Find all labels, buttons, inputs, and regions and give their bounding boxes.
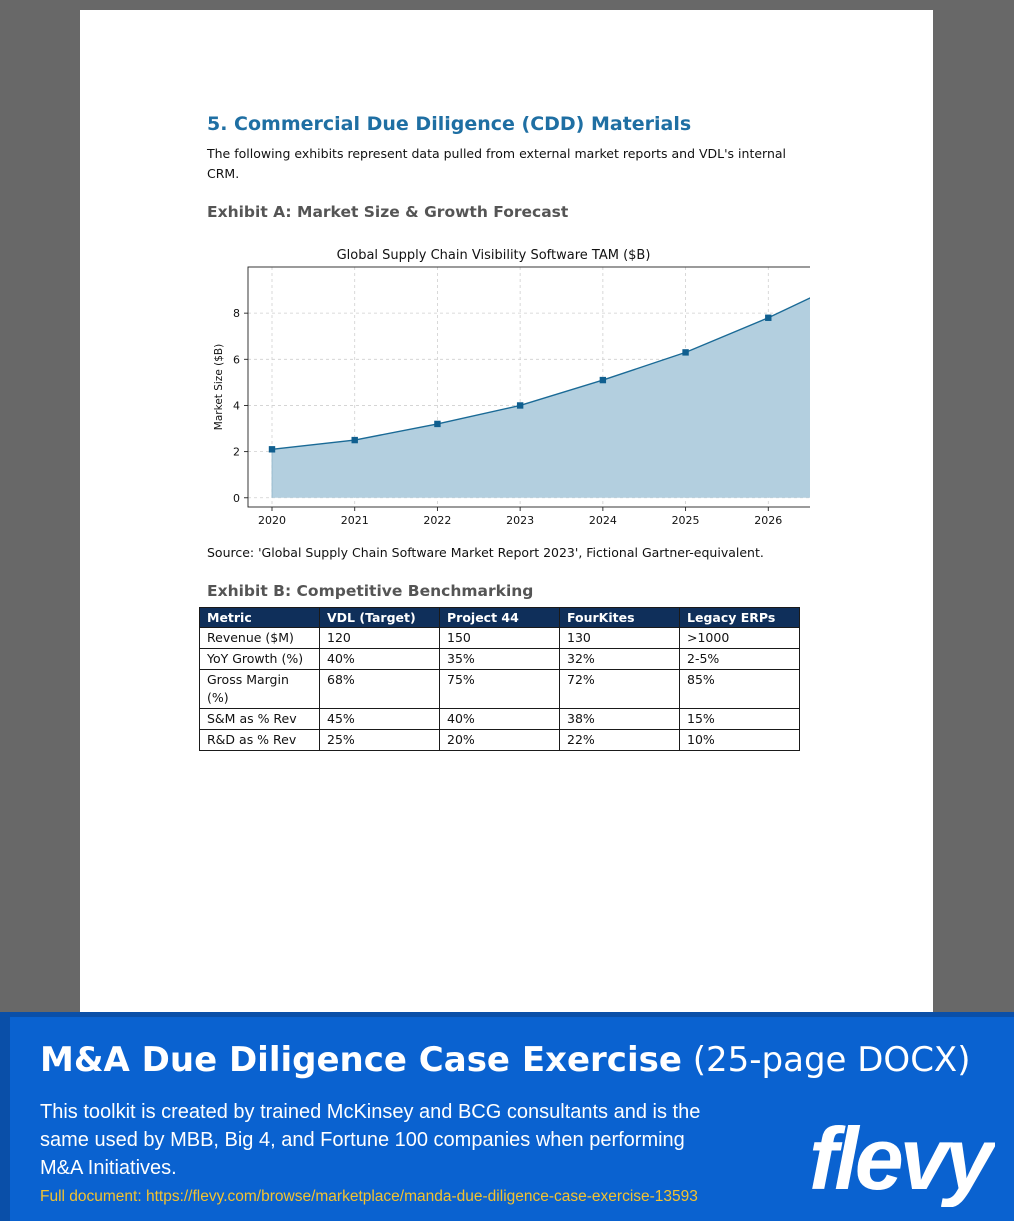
x-tick-label: 2021 — [341, 514, 369, 527]
banner-top-edge — [0, 1012, 1014, 1017]
x-tick-label: 2024 — [589, 514, 617, 527]
data-point — [682, 349, 689, 356]
data-point — [599, 376, 607, 384]
banner-title: M&A Due Diligence Case Exercise (25-page… — [40, 1040, 971, 1080]
exhibit-a-title: Exhibit A: Market Size & Growth Forecast — [207, 203, 569, 221]
flevy-logo-text: flevy — [809, 1109, 995, 1207]
table-cell: 35% — [439, 648, 560, 670]
chart-svg: Global Supply Chain Visibility Software … — [213, 248, 876, 527]
column-header: Legacy ERPs — [679, 607, 800, 628]
table-cell: Gross Margin (%) — [199, 669, 320, 709]
table-cell: >1000 — [679, 627, 800, 649]
flevy-logo[interactable]: flevy — [805, 1107, 995, 1207]
table-cell: 68% — [319, 669, 440, 709]
table-cell: Revenue ($M) — [199, 627, 320, 649]
market-size-chart: Global Supply Chain Visibility Software … — [210, 233, 876, 533]
table-cell: 85% — [679, 669, 800, 709]
data-point — [351, 436, 358, 444]
exhibit-b-title: Exhibit B: Competitive Benchmarking — [207, 582, 534, 600]
table-row: YoY Growth (%) 40% 35% 32% 2-5% — [199, 648, 800, 670]
table-header-row: Metric VDL (Target) Project 44 FourKites… — [199, 607, 800, 628]
banner-title-main: M&A Due Diligence Case Exercise — [40, 1040, 682, 1080]
y-tick-label: 8 — [233, 307, 240, 320]
benchmark-table: Metric VDL (Target) Project 44 FourKites… — [199, 607, 800, 751]
banner-left-edge — [0, 1012, 10, 1221]
table-row: R&D as % Rev 25% 20% 22% 10% — [199, 729, 800, 751]
promo-banner: M&A Due Diligence Case Exercise (25-page… — [0, 1012, 1014, 1221]
x-tick-label: 2023 — [506, 514, 534, 527]
table-row: Gross Margin (%) 68% 75% 72% 85% — [199, 669, 800, 709]
section-title: 5. Commercial Due Diligence (CDD) Materi… — [207, 113, 692, 135]
chart-title: Global Supply Chain Visibility Software … — [337, 248, 651, 263]
table-cell: 45% — [319, 708, 440, 730]
data-point — [765, 314, 772, 321]
table-cell: 38% — [559, 708, 680, 730]
y-axis-label: Market Size ($B) — [213, 344, 225, 430]
table-cell: 75% — [439, 669, 560, 709]
y-tick-label: 2 — [233, 446, 240, 459]
table-cell: YoY Growth (%) — [199, 648, 320, 670]
section-intro: The following exhibits represent data pu… — [207, 146, 787, 181]
banner-document-link[interactable]: Full document: https://flevy.com/browse/… — [40, 1188, 698, 1205]
table-cell: 20% — [439, 729, 560, 751]
table-cell: S&M as % Rev — [199, 708, 320, 730]
column-header: Metric — [199, 607, 320, 628]
column-header: Project 44 — [439, 607, 560, 628]
table-cell: 72% — [559, 669, 680, 709]
column-header: VDL (Target) — [319, 607, 440, 628]
x-tick-label: 2020 — [258, 514, 286, 527]
table-cell: 10% — [679, 729, 800, 751]
table-cell: 40% — [319, 648, 440, 670]
banner-description: This toolkit is created by trained McKin… — [40, 1101, 701, 1179]
area-fill — [272, 278, 851, 498]
table-cell: 120 — [319, 627, 440, 649]
exhibit-a-source: Source: 'Global Supply Chain Software Ma… — [207, 545, 764, 560]
table-cell: 25% — [319, 729, 440, 751]
y-tick-label: 0 — [233, 492, 240, 505]
table-cell: 150 — [439, 627, 560, 649]
table-cell: 22% — [559, 729, 680, 751]
table-cell: 15% — [679, 708, 800, 730]
document-page: 5. Commercial Due Diligence (CDD) Materi… — [80, 10, 933, 1012]
x-tick-label: 2025 — [672, 514, 700, 527]
data-point — [516, 402, 524, 409]
column-header: FourKites — [559, 607, 680, 628]
banner-title-format: (25-page DOCX) — [681, 1040, 971, 1080]
y-tick-label: 6 — [233, 353, 240, 366]
table-cell: 32% — [559, 648, 680, 670]
table-cell: 40% — [439, 708, 560, 730]
table-row: S&M as % Rev 45% 40% 38% 15% — [199, 708, 800, 730]
table-row: Revenue ($M) 120 150 130 >1000 — [199, 627, 800, 649]
data-point — [434, 420, 441, 428]
table-cell: 130 — [559, 627, 680, 649]
x-tick-label: 2022 — [423, 514, 451, 527]
table-cell: R&D as % Rev — [199, 729, 320, 751]
data-point — [268, 446, 276, 453]
series-line — [271, 277, 852, 451]
x-tick-label: 2026 — [754, 514, 782, 527]
table-cell: 2-5% — [679, 648, 800, 670]
y-tick-label: 4 — [233, 399, 240, 412]
